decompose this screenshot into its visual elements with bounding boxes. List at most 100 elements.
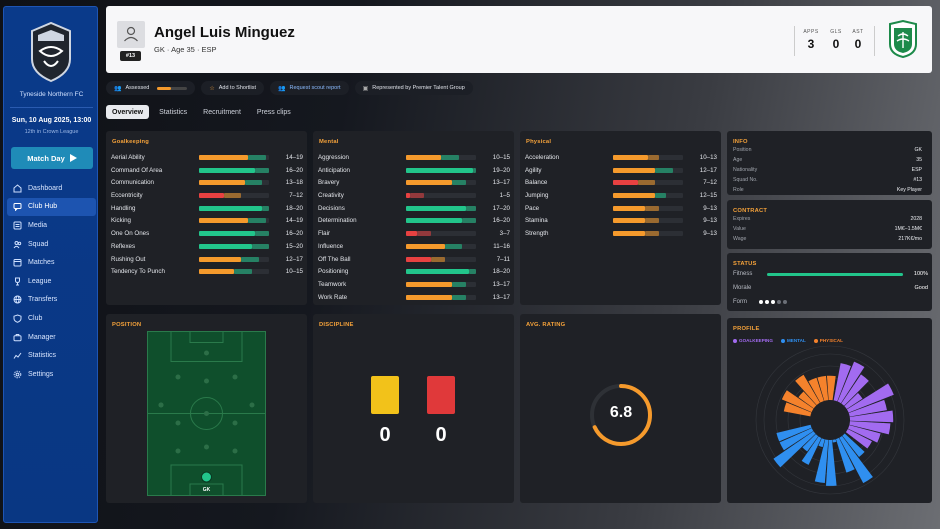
attribute-name: Aggression: [318, 153, 349, 161]
attribute-name: Determination: [318, 217, 357, 225]
attribute-name: Stamina: [525, 217, 548, 225]
attribute-bar-potential: [451, 180, 466, 186]
profile-panel: PROFILE GOALKEEPING MENTAL PHYSICAL: [727, 318, 932, 503]
tab-press-clips[interactable]: Press clips: [256, 108, 291, 116]
attribute-bar-potential: [451, 282, 466, 288]
add-to-shortlist-button[interactable]: ☆ Add to Shortlist: [201, 81, 265, 95]
radial-bar-mental: [814, 439, 829, 483]
attribute-row: Command Of Area 16–20: [111, 164, 303, 177]
attribute-row: Jumping 12–15: [525, 189, 717, 202]
assessed-button[interactable]: 👥 Assessed: [106, 81, 196, 95]
discipline-panel: DISCIPLINE 0 0: [313, 314, 514, 503]
attribute-bar-current: [199, 180, 245, 186]
attribute-bar-current: [406, 256, 431, 262]
attribute-name: One On Ones: [111, 230, 150, 238]
attribute-row: Flair 3–7: [318, 227, 510, 240]
goals-label: GLS: [830, 29, 842, 35]
attribute-bar: [199, 243, 269, 249]
sidebar-item-transfers[interactable]: Transfers: [7, 291, 96, 310]
attribute-bar-potential: [469, 269, 476, 275]
attribute-bar: [406, 193, 476, 199]
legend-label: PHYSICAL: [819, 338, 843, 343]
radial-bar-mental: [842, 433, 865, 457]
attribute-bar-current: [199, 231, 255, 237]
attribute-row: Creativity 1–5: [318, 189, 510, 202]
sidebar-item-label: Statistics: [28, 352, 57, 360]
radial-bar-physical: [798, 391, 817, 409]
attribute-bar: [199, 180, 269, 186]
mental-title: Mental: [319, 139, 339, 145]
radial-bar-goalkeeping: [848, 399, 887, 417]
sidebar-item-league[interactable]: League: [7, 272, 96, 291]
rating-panel: AVG. RATING 6.8: [520, 314, 721, 503]
sidebar-item-dashboard[interactable]: Dashboard: [7, 179, 96, 198]
info-rows: Position GK Age 35 Nationality ESP Squad No. #1…: [733, 145, 922, 195]
tab-recruitment[interactable]: Recruitment: [203, 108, 241, 116]
attribute-range: 16–20: [285, 230, 303, 238]
attribute-bar: [406, 167, 476, 173]
sidebar-item-squad[interactable]: Squad: [7, 235, 96, 254]
attribute-bar-potential: [244, 180, 262, 186]
attribute-range: 13–17: [492, 281, 510, 289]
tab-overview[interactable]: Overview: [106, 105, 150, 119]
player-header: #13 Angel Luis Minguez GK · Age 35 · ESP…: [106, 6, 932, 73]
attribute-row: Stamina 9–13: [525, 215, 717, 228]
attribute-bar: [613, 218, 683, 224]
attribute-bar-current: [406, 154, 441, 160]
club-crest-icon: [31, 21, 71, 83]
attribute-bar-current: [406, 218, 462, 224]
sidebar-item-label: Matches: [28, 259, 55, 267]
apps-stat: APPS 3: [800, 29, 822, 51]
attribute-bar-potential: [409, 193, 424, 199]
sidebar-item-settings[interactable]: Settings: [7, 365, 96, 384]
legend-dot: [733, 338, 737, 343]
request-scout-report-button[interactable]: 👥 Request scout report: [270, 81, 349, 95]
form-dot: [765, 300, 769, 304]
radial-bar-goalkeeping: [845, 429, 872, 449]
match-day-button[interactable]: Match Day: [11, 147, 93, 169]
info-row-label: Role: [733, 187, 744, 193]
assessed-label: Assessed: [125, 85, 150, 91]
red-card-icon: [427, 376, 455, 414]
agent-info[interactable]: ▣ Represented by Premier Talent Group: [354, 81, 473, 95]
radial-bar-goalkeeping: [849, 421, 891, 435]
divider: [874, 26, 875, 56]
shortlist-label: Add to Shortlist: [218, 85, 257, 91]
sidebar-item-statistics[interactable]: Statistics: [7, 346, 96, 365]
attribute-range: 9–13: [703, 217, 717, 225]
info-row-value: 35: [916, 157, 922, 163]
avatar: [117, 21, 145, 48]
attribute-bar-potential: [472, 167, 476, 173]
assists-value: 0: [854, 37, 862, 51]
player-name: Angel Luis Minguez: [154, 24, 295, 41]
form-row: Form: [733, 297, 928, 307]
attribute-name: Tendency To Punch: [111, 268, 165, 276]
info-row-label: Position: [733, 147, 752, 153]
info-row: Nationality ESP: [733, 165, 922, 175]
attribute-bar: [199, 256, 269, 262]
attribute-bar-current: [406, 205, 466, 211]
attribute-name: Decisions: [318, 204, 345, 212]
sidebar-item-media[interactable]: Media: [7, 216, 96, 235]
sidebar-item-matches[interactable]: Matches: [7, 253, 96, 272]
sidebar-item-manager[interactable]: Manager: [7, 328, 96, 347]
star-icon: ☆: [209, 85, 215, 92]
sidebar-item-club-hub[interactable]: Club Hub: [7, 197, 96, 217]
attribute-range: 1–5: [499, 192, 510, 200]
attribute-name: Strength: [525, 230, 549, 238]
tab-statistics[interactable]: Statistics: [159, 108, 188, 116]
yellow-card-count: 0: [379, 424, 391, 446]
info-title: INFO: [733, 139, 748, 145]
info-row-label: Squad No.: [733, 177, 758, 183]
radial-bar-mental: [839, 435, 873, 484]
attribute-range: 13–18: [285, 179, 303, 187]
media-icon: [13, 221, 22, 230]
attribute-bar-current: [406, 243, 445, 249]
attribute-row: Anticipation 19–20: [318, 164, 510, 177]
attribute-row: Work Rate 13–17: [318, 291, 510, 304]
attribute-row: Strength 9–13: [525, 227, 717, 240]
attribute-bar: [406, 231, 476, 237]
sidebar-item-club[interactable]: Club: [7, 309, 96, 328]
attribute-range: 16–20: [285, 166, 303, 174]
attribute-name: Rushing Out: [111, 255, 146, 263]
